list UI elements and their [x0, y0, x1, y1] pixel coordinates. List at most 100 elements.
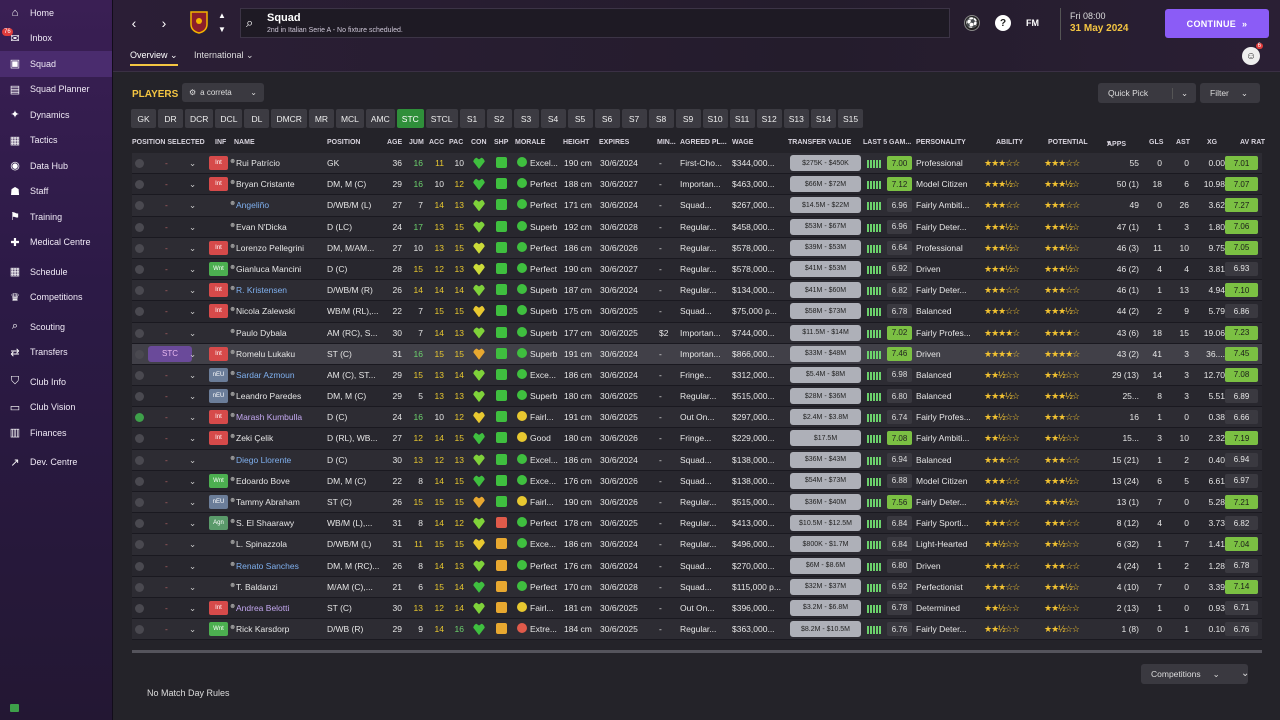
chevron-down-icon[interactable]: ⌄: [189, 518, 197, 529]
table-row[interactable]: - ⌄ ☻ Paulo Dybala AM (RC), S... 30 7 14 13 Super…: [132, 322, 1262, 344]
player-name[interactable]: Tammy Abraham: [236, 497, 300, 507]
position-button-amc[interactable]: AMC: [365, 109, 395, 128]
row-checkbox[interactable]: [135, 349, 144, 359]
table-row[interactable]: - ⌄ ☻ Diego Llorente D (C) 30 13 12 13 Excel... 18…: [132, 449, 1262, 471]
position-button-s2[interactable]: S2: [486, 109, 512, 128]
col-ability[interactable]: ABILITY: [996, 139, 1024, 146]
position-button-s14[interactable]: S14: [810, 109, 837, 128]
position-selected[interactable]: -: [165, 285, 168, 296]
player-name[interactable]: L. Spinazzola: [236, 539, 288, 550]
chevron-down-icon[interactable]: ⌄: [189, 348, 197, 359]
chevron-down-icon[interactable]: ⌄: [189, 200, 197, 211]
table-row[interactable]: - ⌄ nEU ☻ Leandro Paredes DM, M (C) 29 5 13 13 Sup…: [132, 386, 1262, 408]
position-button-dl[interactable]: DL: [244, 109, 270, 128]
player-name[interactable]: Romelu Lukaku: [236, 348, 296, 359]
col-agreed[interactable]: AGREED PL...: [680, 139, 727, 146]
col-ast[interactable]: AST: [1176, 139, 1190, 146]
sidebar-item-inbox[interactable]: ✉ 76 Inbox: [0, 26, 112, 52]
position-selected[interactable]: -: [165, 518, 168, 529]
player-name[interactable]: Edoardo Bove: [236, 475, 290, 486]
search-box[interactable]: ⌕ Squad 2nd in Italian Serie A - No fixt…: [240, 8, 950, 38]
chevron-down-icon[interactable]: ▼: [218, 24, 226, 34]
position-selected[interactable]: -: [165, 454, 168, 465]
sidebar-item-competitions[interactable]: ♛ Competitions: [0, 285, 112, 311]
chevron-up-icon[interactable]: ▲: [218, 10, 226, 20]
chevron-down-icon[interactable]: ⌄: [189, 539, 197, 550]
position-selected[interactable]: -: [165, 581, 168, 592]
position-button-s12[interactable]: S12: [756, 109, 782, 128]
sidebar-item-squad[interactable]: ▣ Squad: [0, 51, 112, 77]
chevron-down-icon[interactable]: ⌄: [189, 581, 197, 592]
table-row[interactable]: - ⌄ nEU ☻ Sardar Azmoun AM (C), ST... 29 15 13 14…: [132, 364, 1262, 387]
col-acc[interactable]: ACC: [429, 139, 445, 146]
row-checkbox[interactable]: [135, 243, 144, 253]
position-button-s9[interactable]: S9: [675, 109, 701, 128]
continue-button[interactable]: CONTINUE »: [1165, 9, 1269, 38]
player-name[interactable]: Angeliño: [236, 200, 270, 211]
chevron-down-icon[interactable]: ⌄: [189, 624, 197, 635]
position-button-dcr[interactable]: DCR: [185, 109, 214, 128]
sidebar-item-home[interactable]: ⌂ Home: [0, 0, 112, 26]
position-button-s6[interactable]: S6: [594, 109, 620, 128]
chevron-down-icon[interactable]: ⌄: [189, 433, 197, 444]
table-row[interactable]: - ⌄ Wnt ☻ Edoardo Bove DM, M (C) 22 8 14 15 Exce..…: [132, 470, 1262, 492]
position-selected[interactable]: -: [165, 200, 168, 211]
sidebar-item-dev-centre[interactable]: ↗ Dev. Centre: [0, 450, 112, 476]
position-button-stc[interactable]: STC: [396, 109, 424, 128]
row-checkbox[interactable]: [135, 561, 144, 571]
chevron-down-icon[interactable]: ⌄: [189, 391, 197, 402]
chevron-down-icon[interactable]: ⌄: [189, 369, 197, 380]
table-row[interactable]: - ⌄ ☻ Renato Sanches DM, M (RC)... 26 8 14 13 Per…: [132, 555, 1262, 577]
player-name[interactable]: Gianluca Mancini: [236, 263, 302, 274]
position-selected[interactable]: -: [165, 263, 168, 274]
row-checkbox[interactable]: [135, 286, 144, 296]
col-shp[interactable]: SHP: [494, 139, 509, 146]
position-selected[interactable]: -: [165, 475, 168, 486]
chevron-down-icon[interactable]: ⌄: [189, 179, 197, 190]
row-checkbox[interactable]: [135, 159, 144, 168]
row-checkbox[interactable]: [135, 370, 144, 380]
position-selected[interactable]: -: [165, 560, 168, 571]
position-button-s1[interactable]: S1: [459, 109, 485, 128]
sidebar-item-scouting[interactable]: ⌕ Scouting: [0, 314, 112, 340]
position-button-gk[interactable]: GK: [131, 109, 156, 128]
row-checkbox[interactable]: [135, 519, 144, 529]
position-button-s5[interactable]: S5: [567, 109, 593, 128]
sidebar-item-dynamics[interactable]: ✦ Dynamics: [0, 102, 112, 128]
position-selected[interactable]: -: [165, 539, 168, 550]
position-button-dmcr[interactable]: DMCR: [271, 109, 307, 128]
back-icon[interactable]: ‹: [131, 15, 137, 31]
col-age[interactable]: AGE: [387, 139, 403, 146]
col-last5[interactable]: LAST 5 GAM...: [863, 139, 912, 146]
position-selected[interactable]: STC: [148, 345, 192, 362]
sidebar-item-club-info[interactable]: ⛉ Club Info: [0, 369, 112, 395]
position-selected[interactable]: -: [165, 242, 168, 253]
position-button-s3[interactable]: S3: [513, 109, 539, 128]
table-row[interactable]: STC ⌄ Int ☻ Romelu Lukaku ST (C) 31 16 15 15 Super…: [132, 343, 1262, 365]
chevron-down-icon[interactable]: ⌄: [189, 412, 197, 423]
position-button-s11[interactable]: S11: [729, 109, 755, 128]
position-button-dr[interactable]: DR: [158, 109, 183, 128]
row-checkbox[interactable]: [135, 434, 144, 444]
col-morale[interactable]: MORALE: [515, 139, 546, 146]
table-row[interactable]: - ⌄ Int ☻ Rui Patrício GK 36 16 11 10 Excel... 190 …: [132, 153, 1262, 175]
player-name[interactable]: Leandro Paredes: [236, 391, 302, 402]
col-position[interactable]: POSITION: [327, 139, 361, 146]
position-button-mr[interactable]: MR: [308, 109, 334, 128]
table-row[interactable]: - ⌄ Wnt ☻ Gianluca Mancini D (C) 28 15 12 13 Perfe…: [132, 258, 1262, 281]
player-name[interactable]: Andrea Belotti: [236, 602, 290, 613]
club-crest-icon[interactable]: [189, 10, 209, 34]
table-row[interactable]: - ⌄ ☻ L. Spinazzola D/WB/M (L) 31 11 15 15 Exce..…: [132, 534, 1262, 556]
col-transfer-value[interactable]: TRANSFER VALUE: [788, 139, 852, 146]
table-row[interactable]: - ⌄ ☻ T. Baldanzi M/AM (C),... 21 6 15 14 Perfect…: [132, 576, 1262, 598]
chevron-down-icon[interactable]: ⌄: [189, 602, 197, 613]
sidebar-item-medical-centre[interactable]: ✚ Medical Centre: [0, 230, 112, 256]
position-button-mcl[interactable]: MCL: [335, 109, 364, 128]
col-personality[interactable]: PERSONALITY: [916, 139, 966, 146]
chevron-down-icon[interactable]: ⌄: [189, 263, 197, 274]
position-selected[interactable]: -: [165, 306, 168, 317]
col-av-rat[interactable]: AV RAT: [1240, 139, 1266, 146]
row-checkbox[interactable]: [135, 392, 144, 402]
sidebar-item-club-vision[interactable]: ▭ Club Vision: [0, 395, 112, 421]
row-checkbox[interactable]: [135, 498, 144, 507]
